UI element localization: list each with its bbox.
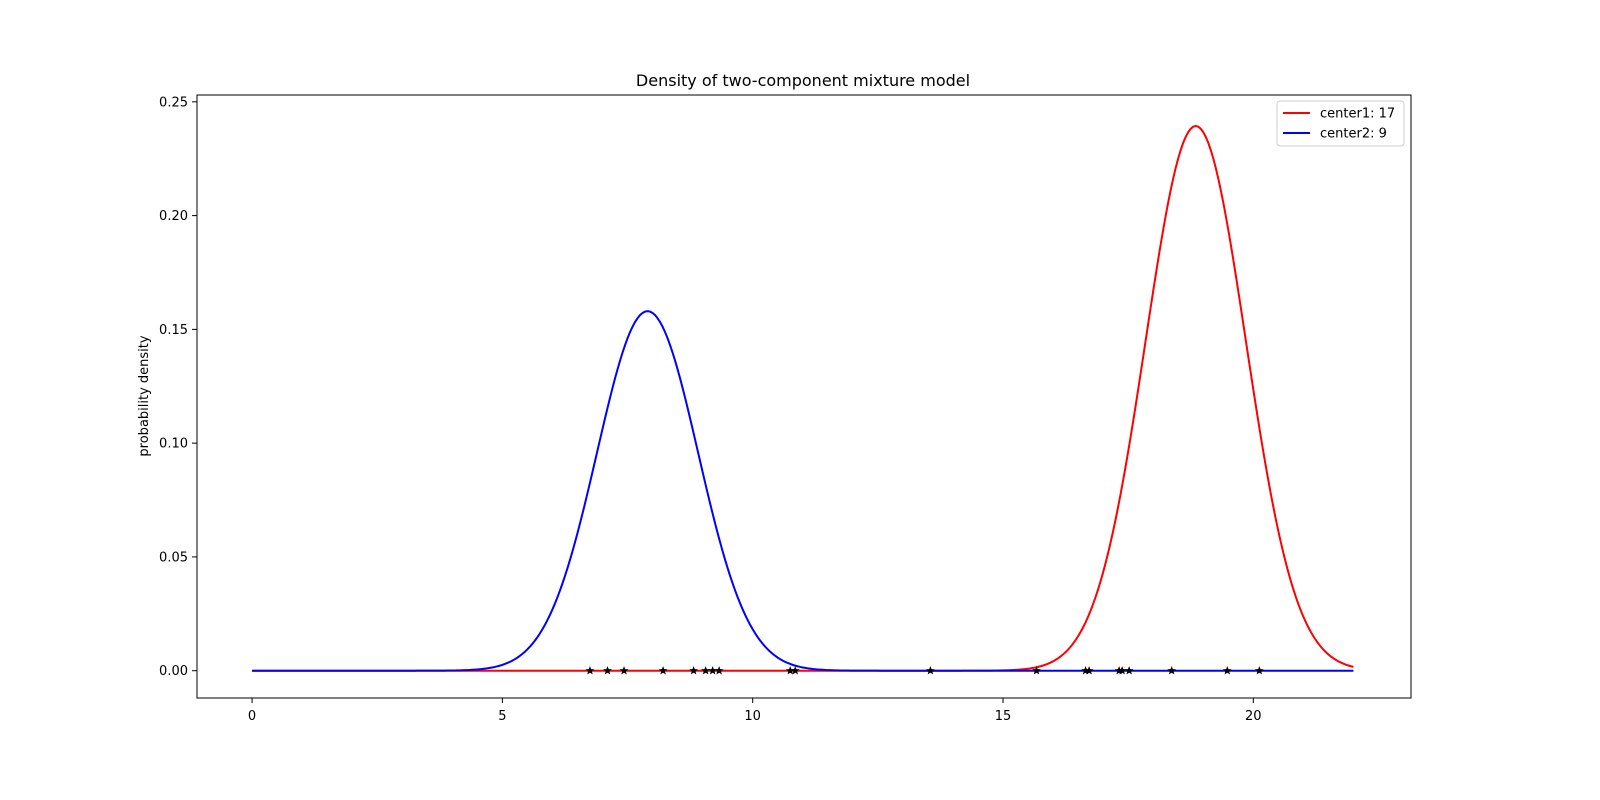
- x-axis-ticks: 0 5 10 15 20: [248, 698, 1262, 724]
- x-tick-label: 0: [248, 709, 256, 724]
- data-point-star: [701, 666, 710, 675]
- y-tick-label: 0.25: [159, 95, 188, 110]
- data-point-star: [714, 666, 724, 675]
- legend-label: center1: 17: [1320, 107, 1395, 122]
- data-point-star: [1032, 666, 1041, 675]
- legend-label: center2: 9: [1320, 127, 1387, 142]
- y-tick-label: 0.05: [159, 550, 188, 565]
- x-tick-label: 10: [744, 709, 761, 724]
- data-point-star: [926, 666, 935, 675]
- data-point-markers: [585, 666, 1264, 675]
- legend: center1: 17 center2: 9: [1276, 100, 1405, 147]
- data-point-star: [785, 666, 795, 675]
- data-point-star: [1222, 666, 1232, 675]
- data-point-star: [585, 666, 595, 675]
- y-axis-ticks: 0.00 0.05 0.10 0.15 0.20 0.25: [159, 95, 197, 679]
- data-point-star: [1117, 666, 1127, 675]
- y-tick-label: 0.00: [159, 664, 188, 679]
- y-axis-label: probability density: [137, 335, 152, 456]
- x-tick-label: 20: [1245, 709, 1262, 724]
- y-tick-label: 0.20: [159, 209, 188, 224]
- data-point-star: [708, 666, 718, 675]
- plot-area-frame: [196, 94, 1412, 699]
- data-point-star: [1167, 666, 1177, 675]
- data-point-star: [1081, 666, 1090, 675]
- data-point-star: [790, 666, 800, 675]
- data-point-star: [619, 666, 629, 675]
- data-point-star: [603, 666, 612, 675]
- y-tick-label: 0.10: [159, 437, 188, 452]
- x-tick-label: 15: [995, 709, 1012, 724]
- data-point-star: [1124, 666, 1134, 675]
- y-tick-label: 0.15: [159, 323, 188, 338]
- data-point-star: [689, 666, 698, 675]
- data-point-star: [1084, 666, 1094, 675]
- chart-title: Density of two-component mixture model: [636, 71, 970, 90]
- data-point-star: [658, 666, 668, 675]
- x-tick-label: 5: [498, 709, 506, 724]
- data-point-star: [1254, 666, 1264, 675]
